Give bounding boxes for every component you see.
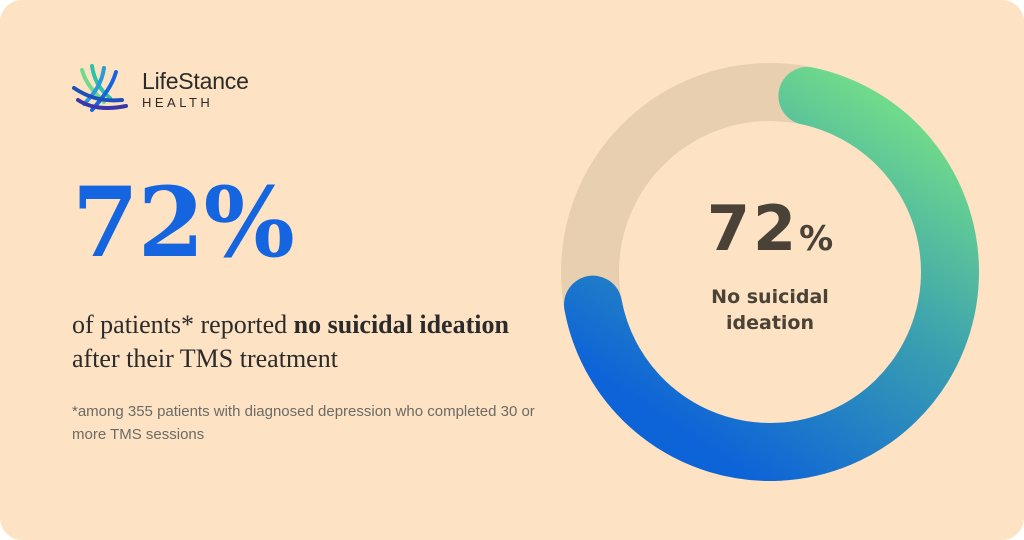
- lifestance-logo: LifeStance HEALTH: [70, 62, 249, 118]
- footnote: *among 355 patients with diagnosed depre…: [72, 403, 535, 443]
- headline-stat: 72%: [72, 166, 295, 279]
- donut-center-label: No suicidal ideation: [711, 286, 829, 334]
- brand-name: LifeStance: [142, 68, 249, 94]
- headline-text-post: after their TMS treatment: [72, 344, 338, 373]
- headline-text-bold: no suicidal ideation: [293, 310, 509, 339]
- donut-chart-svg: [561, 63, 979, 481]
- donut-slice-no-suicidal-ideation: [563, 66, 979, 481]
- center-number: 72: [706, 192, 800, 265]
- donut-chart: 72% No suicidal ideation: [560, 62, 980, 482]
- center-unit: %: [799, 219, 834, 259]
- brand-subtitle: HEALTH: [142, 95, 214, 110]
- headline-text: of patients* reported no suicidal ideati…: [72, 308, 542, 376]
- headline-text-pre: of patients* reported: [72, 310, 294, 339]
- logo-mark-icon: [72, 64, 128, 112]
- donut-center-value: 72%: [560, 192, 980, 265]
